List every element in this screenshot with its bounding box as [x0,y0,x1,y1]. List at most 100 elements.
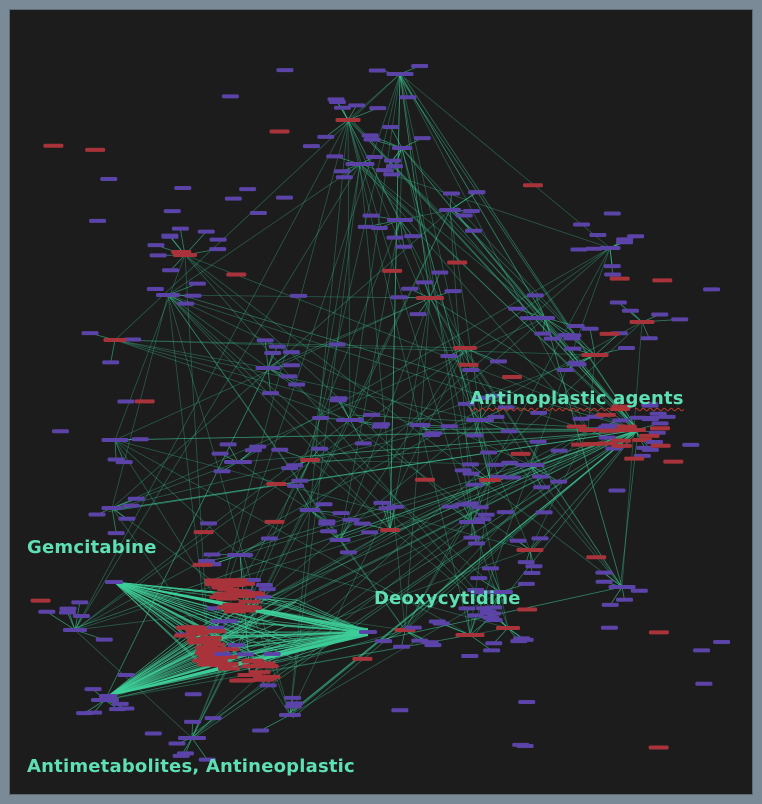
purple-node [348,103,366,108]
edge [544,317,574,336]
purple-node [227,643,245,648]
purple-node [572,416,590,421]
edge [464,347,623,588]
red-node [222,602,245,607]
red-node [611,404,632,409]
edge [114,339,466,349]
red-node [458,362,479,367]
red-node [611,443,632,448]
edge [295,485,311,511]
edge [352,414,639,431]
red-node [663,459,684,464]
edge [401,629,406,647]
edge [399,73,431,299]
purple-node [85,710,103,715]
red-node [652,278,673,283]
edge [309,73,401,461]
edge [359,163,589,431]
purple-node [603,264,621,269]
edge [389,297,431,531]
red-node [447,260,468,265]
red-node [205,658,228,663]
edge [167,294,269,369]
purple-node [89,218,107,223]
edge [309,247,611,511]
purple-node [271,447,289,452]
edge [401,147,596,356]
purple-node [58,610,76,615]
edge [114,439,471,636]
edge [347,73,401,121]
purple-node [567,323,585,328]
edge [399,219,405,247]
purple-node [443,191,461,196]
purple-node [387,218,413,222]
edge [184,254,623,588]
edge [399,73,546,319]
edge [107,642,291,697]
purple-node [550,448,568,453]
red-node [502,374,523,379]
purple-node [465,228,483,233]
purple-node [600,625,618,630]
label-antimetabolites: Antimetabolites, Antineoplastic [27,756,355,777]
purple-node [534,331,552,336]
purple-node [462,471,480,476]
red-node [134,399,155,404]
edge [260,714,291,731]
purple-node [312,415,330,420]
edge [449,193,452,211]
edge [399,147,403,221]
purple-node [146,287,164,292]
purple-node [487,462,505,467]
edge [117,429,639,441]
red-node [648,630,669,635]
edge [114,439,291,716]
purple-node [59,606,77,611]
edge [114,429,639,511]
purple-node [330,396,348,401]
purple-node [163,209,181,214]
red-node [171,250,192,255]
purple-node [404,234,422,239]
purple-node [529,439,547,444]
edge [449,209,596,356]
edge [191,737,208,760]
edge [571,337,596,356]
purple-node [299,508,321,512]
purple-node [627,234,645,239]
purple-node [311,446,329,451]
purple-node [441,504,459,509]
edges [46,65,680,760]
purple-node [457,401,475,406]
edge [184,254,209,643]
edge [290,429,639,713]
purple-node [703,287,721,292]
edge [401,147,491,481]
red-node [616,424,637,429]
edge [389,479,491,531]
red-node [258,674,281,679]
purple-node [531,536,549,541]
edge [471,479,491,523]
purple-node [461,654,479,659]
red-node [649,426,670,431]
purple-node [390,295,408,300]
purple-node [395,244,413,249]
purple-node [599,246,621,250]
purple-node [209,237,227,242]
edge [275,623,369,633]
edge [609,586,623,606]
edge [544,317,553,339]
purple-node [409,423,431,427]
purple-node [122,503,140,508]
purple-node [462,209,480,214]
red-node [611,438,632,443]
edge [114,254,186,441]
edge [104,529,391,701]
purple-node [411,638,429,643]
edge [401,147,509,629]
edge [204,631,369,639]
edge [170,254,186,271]
purple-node [258,587,276,592]
